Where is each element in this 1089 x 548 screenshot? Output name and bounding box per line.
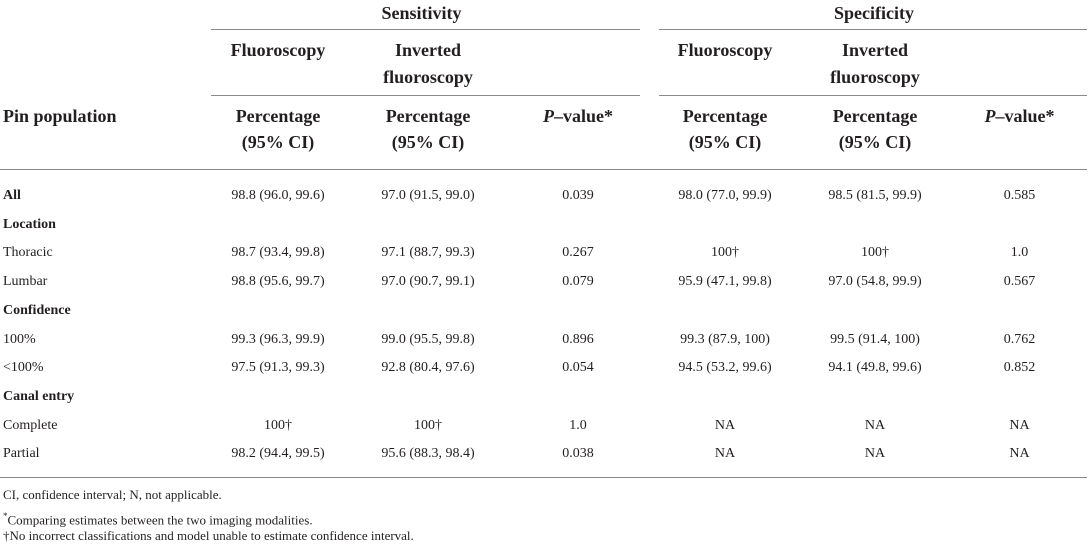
specificity-sub-divider (659, 95, 1087, 96)
cell-spec-inverted: 97.0 (54.8, 99.9) (828, 274, 922, 290)
cell-sens-pvalue: 0.267 (562, 245, 594, 261)
specificity-divider (659, 29, 1087, 30)
row-label: Lumbar (3, 274, 48, 290)
row-label: 100% (3, 331, 36, 347)
cell-spec-pvalue: 0.852 (1003, 360, 1036, 376)
cell-spec-inverted: NA (864, 417, 886, 433)
sens-fluoro-pct-line2: (95% CI) (241, 132, 315, 152)
cell-spec-fluoro: NA (714, 446, 736, 462)
cell-spec-fluoro: 94.5 (53.2, 99.6) (678, 360, 772, 376)
spec-fluoro-pct-line2: (95% CI) (688, 132, 762, 152)
spec-fluoroscopy-header: Fluoroscopy (677, 40, 773, 60)
cell-spec-fluoro: 95.9 (47.1, 99.8) (678, 274, 772, 290)
cell-sens-pvalue: 0.054 (562, 360, 594, 376)
sens-inverted-header-line1: Inverted (395, 40, 461, 60)
sens-inverted-header-line2: fluoroscopy (383, 67, 473, 87)
cell-sens-fluoro: 97.5 (91.3, 99.3) (231, 360, 325, 376)
spec-inverted-header-line2: fluoroscopy (830, 67, 920, 87)
pin-population-header: Pin population (3, 106, 117, 126)
cell-sens-inverted: 97.0 (90.7, 99.1) (381, 274, 475, 290)
cell-sens-fluoro: 99.3 (96.3, 99.9) (231, 331, 325, 347)
cell-sens-fluoro: 100† (264, 417, 292, 433)
sensitivity-divider (211, 29, 640, 30)
cell-spec-inverted: NA (864, 446, 886, 462)
cell-spec-inverted: 100† (861, 245, 889, 261)
sens-fluoroscopy-header: Fluoroscopy (230, 40, 326, 60)
cell-spec-fluoro: 100† (711, 245, 739, 261)
cell-sens-inverted: 99.0 (95.5, 99.8) (381, 331, 475, 347)
cell-sens-inverted: 97.0 (91.5, 99.0) (381, 188, 475, 203)
cell-spec-fluoro: 99.3 (87.9, 100) (680, 331, 770, 347)
sensitivity-sub-divider (211, 95, 640, 96)
row-label: Confidence (3, 302, 71, 318)
cell-sens-inverted: 95.6 (88.3, 98.4) (381, 446, 475, 462)
footnote-dagger: †No incorrect classifications and model … (3, 528, 414, 543)
sensitivity-group-header: Sensitivity (381, 3, 462, 23)
cell-sens-inverted: 97.1 (88.7, 99.3) (381, 245, 475, 261)
row-label: Thoracic (3, 245, 53, 261)
cell-spec-pvalue: 1.0 (1010, 245, 1029, 261)
cell-spec-pvalue: NA (1009, 417, 1030, 433)
header-bottom-rule (0, 169, 1087, 170)
cell-spec-inverted: 94.1 (49.8, 99.6) (828, 360, 922, 376)
footnote-star: *Comparing estimates between the two ima… (3, 511, 313, 528)
sens-pvalue-header: P–value* (542, 106, 613, 126)
row-label: Location (3, 216, 56, 232)
cell-sens-inverted: 100† (414, 417, 442, 433)
row-label: Complete (3, 417, 58, 433)
cell-sens-pvalue: 0.039 (562, 188, 594, 203)
cell-spec-pvalue: 0.567 (1003, 274, 1036, 290)
cell-sens-fluoro: 98.2 (94.4, 99.5) (231, 446, 325, 462)
spec-pvalue-header: P–value* (984, 106, 1055, 126)
cell-spec-pvalue: 0.762 (1003, 331, 1036, 347)
footnote-abbreviations: CI, confidence interval; N, not applicab… (3, 487, 222, 502)
sens-fluoro-pct-line1: Percentage (235, 106, 321, 126)
table-bottom-rule (0, 477, 1087, 478)
cell-spec-pvalue: 0.585 (1003, 188, 1036, 203)
cell-sens-fluoro: 98.8 (96.0, 99.6) (231, 188, 325, 203)
spec-inv-pct-line1: Percentage (832, 106, 918, 126)
cell-sens-fluoro: 98.8 (95.6, 99.7) (231, 274, 325, 290)
spec-fluoro-pct-line1: Percentage (682, 106, 768, 126)
row-label: <100% (3, 360, 44, 376)
specificity-group-header: Specificity (834, 3, 914, 23)
cell-sens-inverted: 92.8 (80.4, 97.6) (381, 360, 475, 376)
cell-spec-inverted: 98.5 (81.5, 99.9) (828, 188, 922, 203)
cell-sens-pvalue: 0.038 (562, 446, 594, 462)
cell-sens-pvalue: 1.0 (569, 417, 587, 433)
spec-inverted-header-line1: Inverted (842, 40, 908, 60)
row-label: Partial (3, 446, 40, 462)
cell-spec-inverted: 99.5 (91.4, 100) (830, 331, 920, 347)
cell-spec-fluoro: 98.0 (77.0, 99.9) (678, 188, 772, 203)
cell-sens-pvalue: 0.896 (562, 331, 594, 347)
sens-inv-pct-line1: Percentage (385, 106, 471, 126)
row-label: Canal entry (3, 388, 75, 404)
sens-inv-pct-line2: (95% CI) (391, 132, 465, 152)
cell-sens-pvalue: 0.079 (562, 274, 594, 290)
row-label: All (3, 188, 21, 203)
spec-inv-pct-line2: (95% CI) (838, 132, 912, 152)
cell-sens-fluoro: 98.7 (93.4, 99.8) (231, 245, 325, 261)
cell-spec-fluoro: NA (714, 417, 736, 433)
cell-spec-pvalue: NA (1009, 446, 1030, 462)
